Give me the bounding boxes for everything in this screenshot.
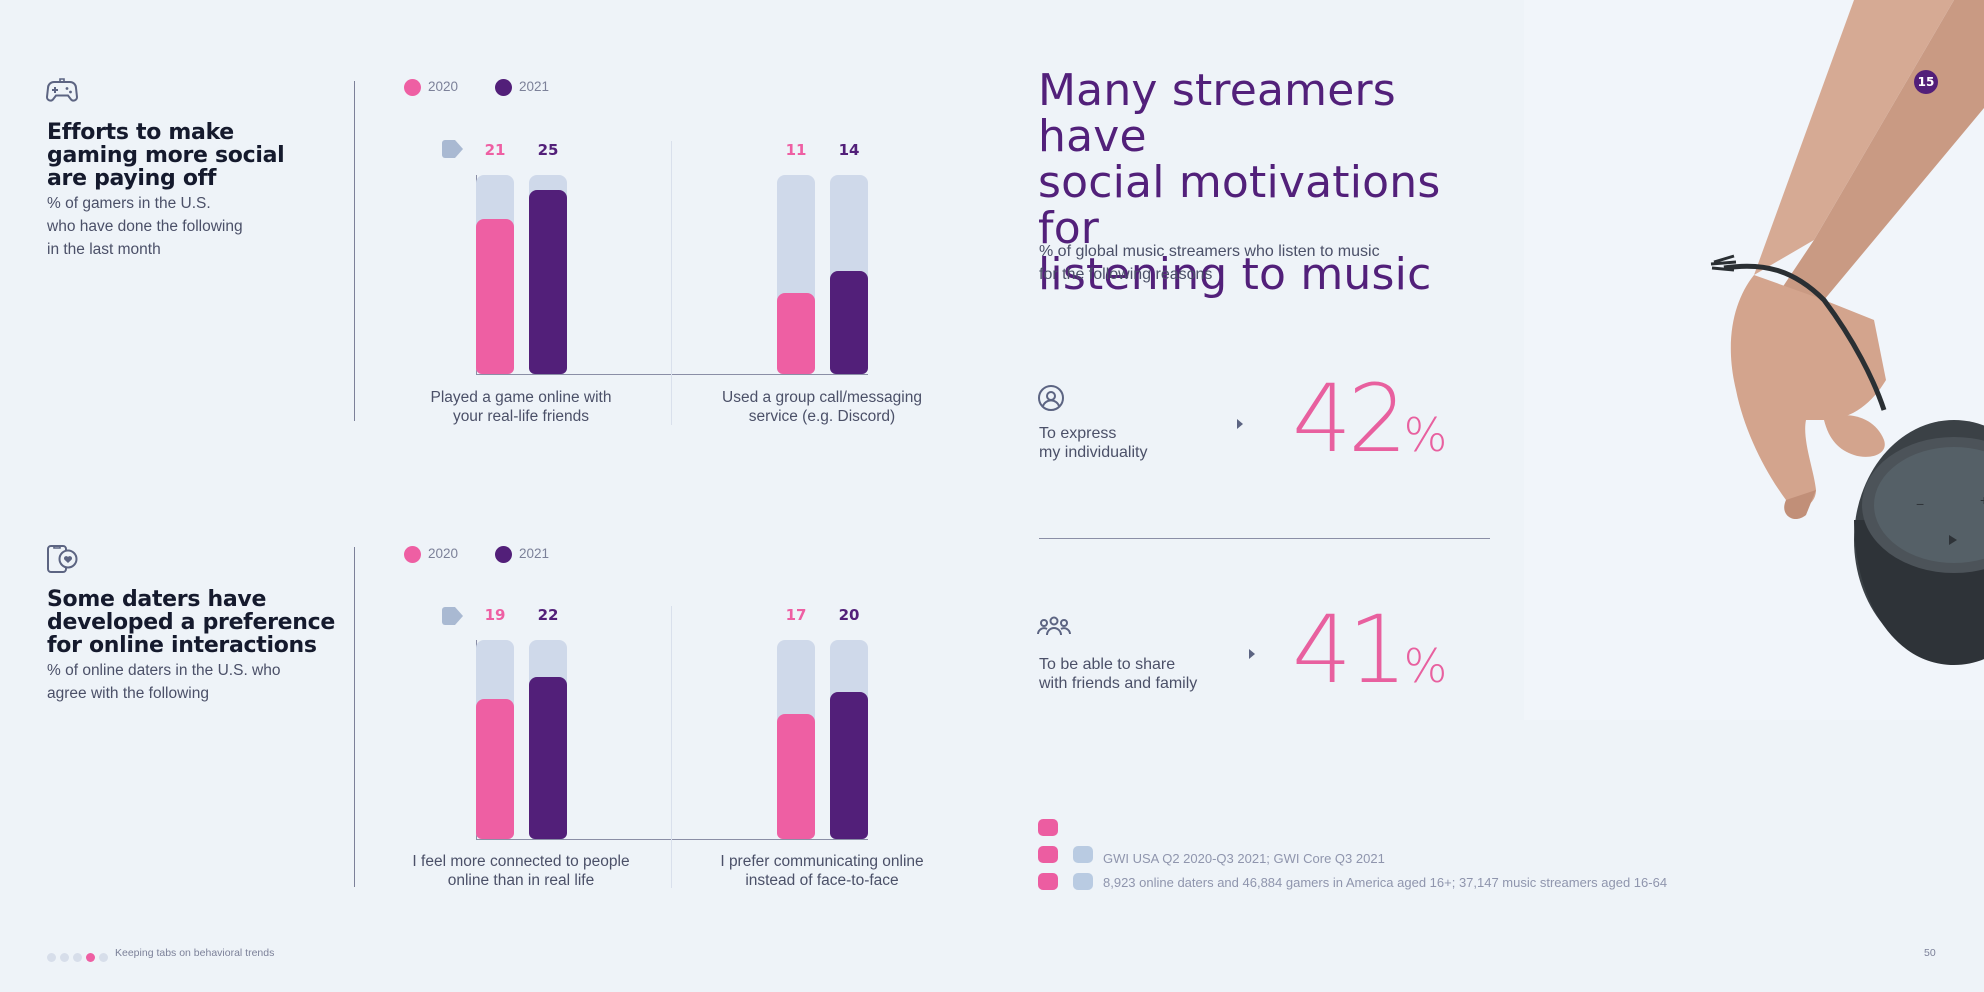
legend-swatch-2021 [495,546,512,563]
tag-icon [442,140,463,158]
stat-value: 42% [1292,365,1447,474]
progress-dot [47,953,56,962]
note-marker [1038,819,1058,836]
svg-text:−: − [1916,496,1924,512]
page-badge: 15 [1914,70,1938,94]
legend-label-2020: 2020 [428,546,459,561]
photo-panel: + − [1524,0,1984,720]
stat-number: 41 [1292,596,1408,705]
legend-swatch-2020 [404,546,421,563]
progress-dot [99,953,108,962]
progress-dot [86,953,95,962]
svg-text:+: + [1980,492,1984,508]
page-number: 50 [1924,947,1936,959]
source-icon [1073,846,1093,863]
data-label: 25 [537,141,559,159]
data-label: 19 [484,606,506,624]
legend-label-2021: 2021 [519,79,550,94]
bar-2021 [830,271,868,374]
tag-icon [442,607,463,625]
progress-dot [73,953,82,962]
gamepad-icon [46,78,78,102]
reason-label: To be able to share with friends and fam… [1039,656,1198,692]
bar-2021 [529,190,567,374]
divider-line [1039,538,1490,539]
panel-subtitle: % of global music streamers who listen t… [1039,243,1380,283]
person-circle-icon [1038,385,1064,411]
legend-label-2021: 2021 [519,546,550,561]
data-label: 11 [785,141,807,159]
stat-value: 41% [1292,596,1447,705]
bar-2020 [777,293,815,374]
progress-dots [47,949,112,962]
group-separator [671,141,672,425]
speaker-photo: + − [1710,0,1984,665]
section-subtitle: % of gamers in the U.S. who have done th… [47,195,243,258]
data-label: 20 [838,606,860,624]
progress-dot [60,953,69,962]
category-label: Used a group call/messaging service (e.g.… [722,389,922,425]
data-label: 22 [537,606,559,624]
category-label: Played a game online with your real-life … [430,389,612,425]
bar-2021 [830,692,868,839]
caret-right-icon [1249,649,1255,659]
divider-line [354,547,355,887]
bar-2021 [529,677,567,839]
base-icon [1073,873,1093,890]
page-title: Many streamers have social motivations f… [1038,65,1441,300]
legend-swatch-2021 [495,79,512,96]
footer-label: Keeping tabs on behavioral trends [115,947,275,959]
group-separator [671,606,672,888]
section-title: Efforts to make gaming more social are p… [47,120,285,191]
bar-2020 [476,219,514,374]
data-label: 14 [838,141,860,159]
base-text: 8,923 online daters and 46,884 gamers in… [1103,875,1668,890]
x-axis [476,374,868,375]
divider-line [354,81,355,421]
note-marker [1038,846,1058,863]
source-text: GWI USA Q2 2020-Q3 2021; GWI Core Q3 202… [1103,851,1385,866]
legend-label-2020: 2020 [428,79,459,94]
category-label: I feel more connected to people online th… [412,853,630,889]
group-icon [1037,616,1071,636]
bar-2020 [777,714,815,839]
bar-2020 [476,699,514,839]
data-label: 17 [785,606,807,624]
stat-number: 42 [1292,365,1408,474]
legend-swatch-2020 [404,79,421,96]
x-axis [476,839,868,840]
section-title: Some daters have developed a preference … [47,587,335,658]
data-label: 21 [484,141,506,159]
stat-unit: % [1403,408,1448,462]
phone-heart-icon [47,545,78,573]
note-marker [1038,873,1058,890]
category-label: I prefer communicating online instead of … [720,853,924,889]
section-subtitle: % of online daters in the U.S. who agree… [47,662,281,702]
stat-unit: % [1403,639,1448,693]
caret-right-icon [1237,419,1243,429]
reason-label: To express my individuality [1039,425,1148,461]
